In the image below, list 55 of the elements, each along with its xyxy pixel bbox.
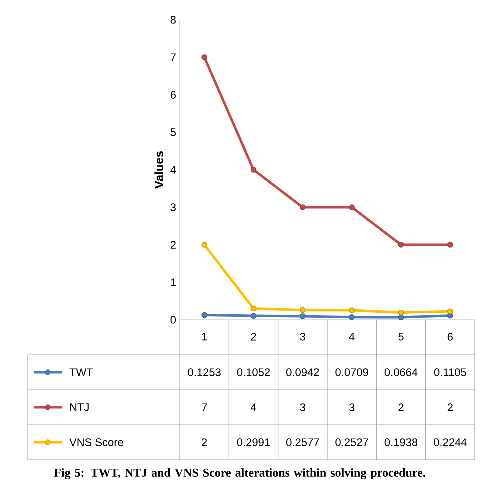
x-tick-label: 6 (448, 333, 453, 341)
y-axis-title: Values (154, 151, 164, 189)
point (300, 204, 306, 210)
x-tick-label: 3 (300, 333, 306, 341)
x-tick-label: 4 (349, 333, 355, 341)
point (300, 307, 306, 314)
y-tick-label: 1 (171, 278, 176, 286)
point (448, 308, 454, 314)
data-label: 0.1052 (237, 368, 270, 376)
data-label: 0.2527 (336, 438, 368, 446)
data-label: 2 (448, 404, 453, 412)
point (202, 242, 208, 248)
point (398, 310, 404, 316)
y-tick-label: 2 (170, 241, 176, 249)
point (349, 204, 355, 210)
data-label: 2 (398, 404, 404, 412)
data-label: 0.1105 (434, 368, 466, 376)
data-label: 0.0942 (286, 368, 320, 376)
data-label: 0.2991 (237, 438, 270, 446)
legend-label: NTJ (70, 404, 89, 412)
point (398, 314, 404, 320)
point (349, 314, 355, 320)
data-label: 3 (349, 404, 355, 412)
y-tick-label: 5 (170, 128, 176, 136)
data-label: 0.0664 (384, 368, 418, 376)
legend-label: VNS Score (70, 438, 124, 446)
y-tick-label: 6 (170, 91, 176, 99)
data-label: 0.0709 (336, 368, 368, 376)
point (202, 312, 208, 318)
data-label: 0.2577 (286, 438, 320, 446)
point (300, 314, 306, 320)
data-label: 4 (250, 404, 256, 412)
point (202, 54, 208, 60)
y-tick-label: 8 (170, 16, 176, 24)
point (250, 313, 257, 319)
point (250, 306, 257, 312)
data-label: 3 (300, 404, 306, 412)
legend-label: TWT (70, 368, 94, 376)
x-tick-label: 2 (251, 333, 256, 341)
point (349, 308, 355, 314)
y-tick-label: 3 (170, 204, 176, 212)
data-label: 0.1938 (384, 438, 418, 446)
y-tick-label: 7 (170, 54, 176, 62)
point (250, 167, 257, 173)
text: Fig 5: TWT, NTJ and VNS Score alterations within solving procedure. (54, 468, 426, 480)
data-label: 0.2244 (434, 438, 467, 446)
y-tick-label: 4 (170, 166, 176, 174)
y-tick-label: 0 (170, 316, 176, 324)
point (398, 242, 404, 248)
x-tick-label: 1 (202, 333, 208, 341)
data-label: 0.1253 (188, 368, 221, 376)
data-label: 2 (202, 438, 208, 446)
point (448, 242, 454, 248)
data-label: 7 (202, 404, 208, 412)
x-tick-label: 5 (398, 333, 404, 341)
